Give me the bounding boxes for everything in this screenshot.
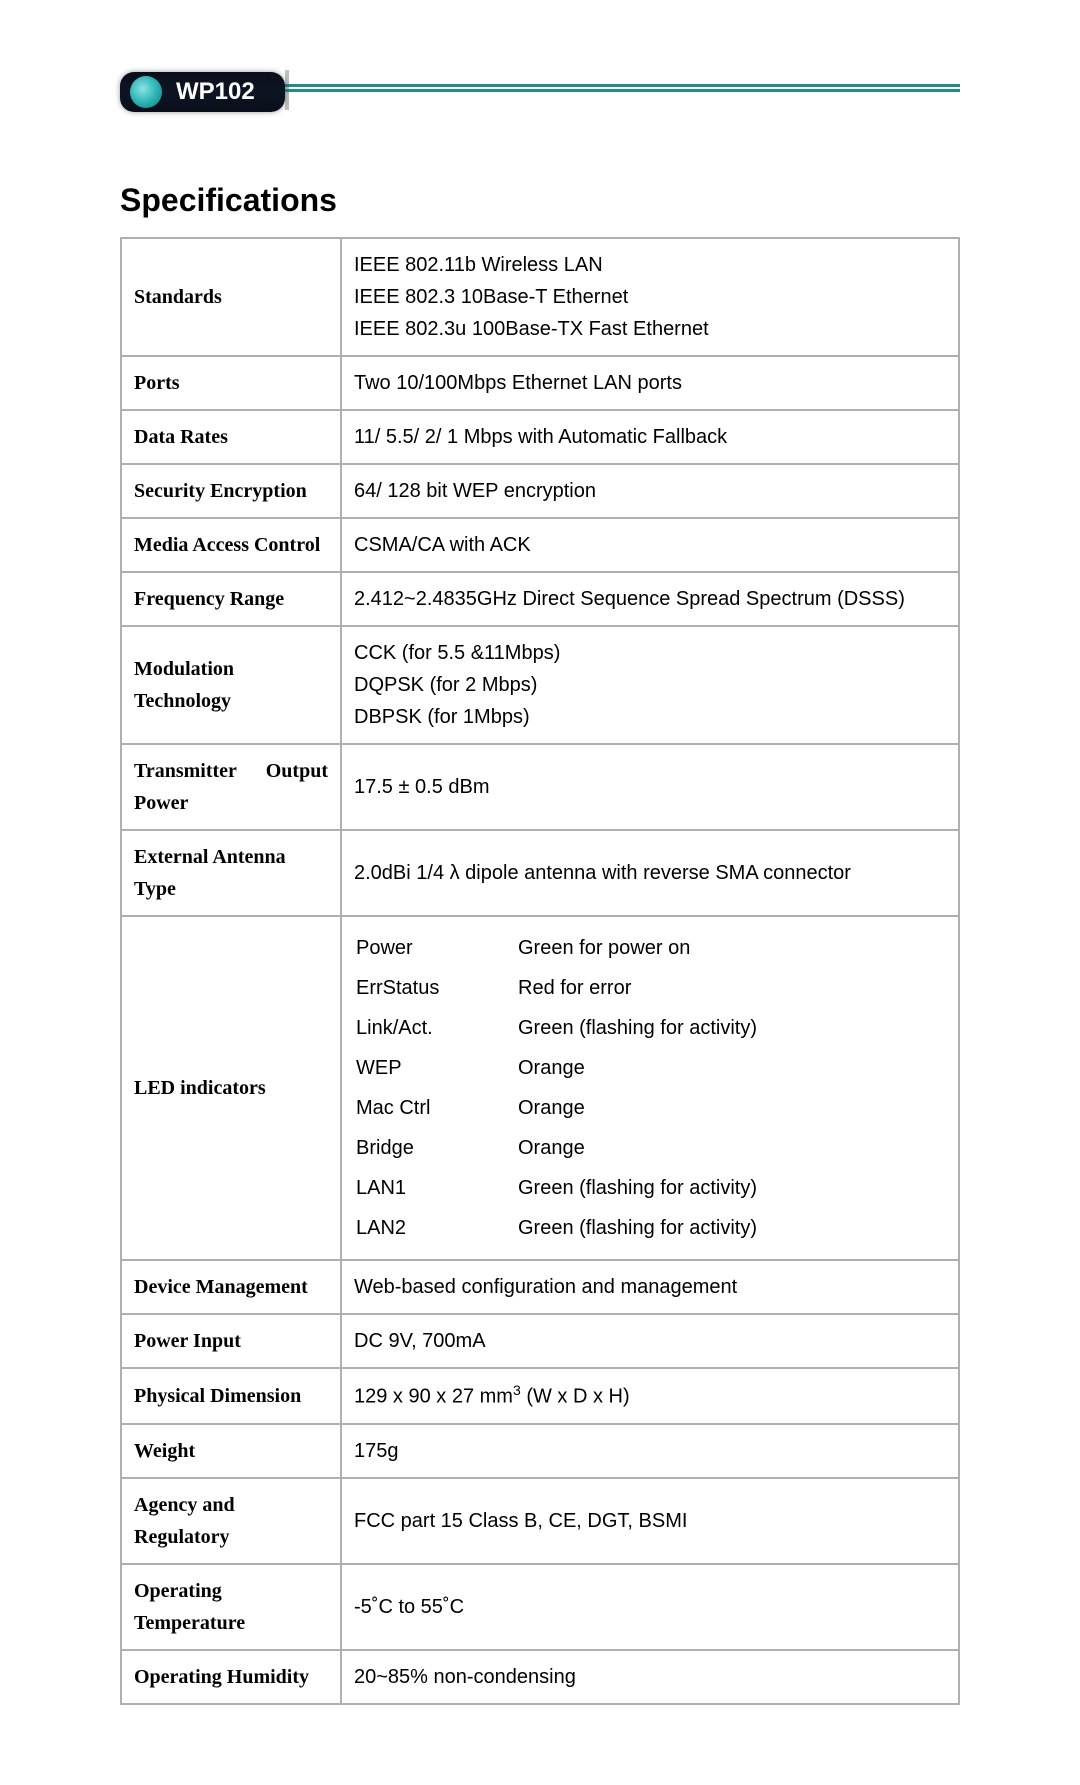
row-label-security: Security Encryption <box>121 464 341 518</box>
row-label-optemp: Operating Temperature <box>121 1564 341 1650</box>
row-label-standards: Standards <box>121 238 341 356</box>
row-value-ports: Two 10/100Mbps Ethernet LAN ports <box>341 356 959 410</box>
row-label-mgmt: Device Management <box>121 1260 341 1314</box>
row-value-mgmt: Web-based configuration and management <box>341 1260 959 1314</box>
table-row: Frequency Range 2.412~2.4835GHz Direct S… <box>121 572 959 626</box>
table-row: Standards IEEE 802.11b Wireless LAN IEEE… <box>121 238 959 356</box>
row-value-agency: FCC part 15 Class B, CE, DGT, BSMI <box>341 1478 959 1564</box>
row-label-agency: Agency and Regulatory <box>121 1478 341 1564</box>
row-label-leds: LED indicators <box>121 916 341 1260</box>
row-label-txpower: Transmitter Output Power <box>121 744 341 830</box>
table-row: Modulation Technology CCK (for 5.5 &11Mb… <box>121 626 959 744</box>
row-value-datarates: 11/ 5.5/ 2/ 1 Mbps with Automatic Fallba… <box>341 410 959 464</box>
row-label-ports: Ports <box>121 356 341 410</box>
table-row: Data Rates 11/ 5.5/ 2/ 1 Mbps with Autom… <box>121 410 959 464</box>
table-row: Operating Temperature -5˚C to 55˚C <box>121 1564 959 1650</box>
table-row: Power Input DC 9V, 700mA <box>121 1314 959 1368</box>
row-value-weight: 175g <box>341 1424 959 1478</box>
row-label-ophum: Operating Humidity <box>121 1650 341 1704</box>
table-row: Weight 175g <box>121 1424 959 1478</box>
row-label-mac: Media Access Control <box>121 518 341 572</box>
page-title: Specifications <box>120 182 960 219</box>
row-label-modulation: Modulation Technology <box>121 626 341 744</box>
row-label-power: Power Input <box>121 1314 341 1368</box>
row-label-weight: Weight <box>121 1424 341 1478</box>
row-value-antenna: 2.0dBi 1/4 λ dipole antenna with reverse… <box>341 830 959 916</box>
row-value-power: DC 9V, 700mA <box>341 1314 959 1368</box>
row-value-freq: 2.412~2.4835GHz Direct Sequence Spread S… <box>341 572 959 626</box>
row-value-leds: PowerGreen for power on ErrStatusRed for… <box>341 916 959 1260</box>
header-row: WP102 <box>120 70 960 112</box>
table-row: External Antenna Type 2.0dBi 1/4 λ dipol… <box>121 830 959 916</box>
row-label-antenna: External Antenna Type <box>121 830 341 916</box>
row-value-ophum: 20~85% non-condensing <box>341 1650 959 1704</box>
table-row: Operating Humidity 20~85% non-condensing <box>121 1650 959 1704</box>
badge-text: WP102 <box>176 78 255 106</box>
badge-dot-icon <box>130 76 162 108</box>
table-row: Security Encryption 64/ 128 bit WEP encr… <box>121 464 959 518</box>
badge-line <box>281 84 960 92</box>
table-row: Device Management Web-based configuratio… <box>121 1260 959 1314</box>
product-badge: WP102 <box>120 72 285 112</box>
table-row: Media Access Control CSMA/CA with ACK <box>121 518 959 572</box>
table-row: Transmitter Output Power 17.5 ± 0.5 dBm <box>121 744 959 830</box>
table-row: Physical Dimension 129 x 90 x 27 mm3 (W … <box>121 1368 959 1424</box>
table-row: Ports Two 10/100Mbps Ethernet LAN ports <box>121 356 959 410</box>
table-row: Agency and Regulatory FCC part 15 Class … <box>121 1478 959 1564</box>
led-grid: PowerGreen for power on ErrStatusRed for… <box>354 927 946 1249</box>
row-value-security: 64/ 128 bit WEP encryption <box>341 464 959 518</box>
row-label-dim: Physical Dimension <box>121 1368 341 1424</box>
spec-table: Standards IEEE 802.11b Wireless LAN IEEE… <box>120 237 960 1705</box>
row-value-mac: CSMA/CA with ACK <box>341 518 959 572</box>
row-value-standards: IEEE 802.11b Wireless LAN IEEE 802.3 10B… <box>341 238 959 356</box>
page: WP102 Specifications Standards IEEE 802.… <box>0 0 1080 1785</box>
row-label-datarates: Data Rates <box>121 410 341 464</box>
row-label-freq: Frequency Range <box>121 572 341 626</box>
row-value-txpower: 17.5 ± 0.5 dBm <box>341 744 959 830</box>
table-row: LED indicators PowerGreen for power on E… <box>121 916 959 1260</box>
row-value-dim: 129 x 90 x 27 mm3 (W x D x H) <box>341 1368 959 1424</box>
row-value-optemp: -5˚C to 55˚C <box>341 1564 959 1650</box>
row-value-modulation: CCK (for 5.5 &11Mbps) DQPSK (for 2 Mbps)… <box>341 626 959 744</box>
